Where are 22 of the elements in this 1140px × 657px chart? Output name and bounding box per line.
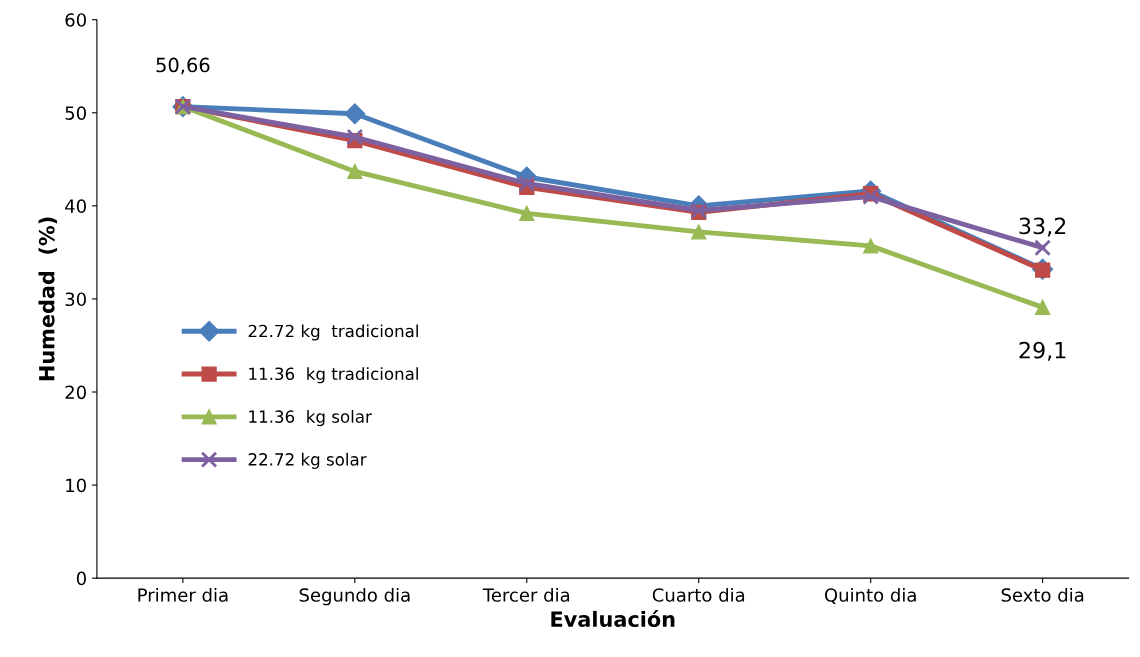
x-axis-title: Evaluación bbox=[551, 610, 675, 628]
annotation: 33,2 bbox=[1019, 217, 1066, 237]
y-tick-label: 10 bbox=[66, 478, 86, 493]
x-tick-label: Quinto dia bbox=[824, 587, 916, 604]
x-tick-label: Segundo dia bbox=[299, 587, 410, 606]
y-tick-label: 30 bbox=[65, 292, 86, 307]
y-tick-label: 60 bbox=[65, 13, 86, 27]
x-tick-label: Cuarto dia bbox=[652, 587, 745, 602]
y-tick-label: 20 bbox=[65, 385, 86, 400]
x-tick-label: Sexto dia bbox=[1001, 587, 1084, 602]
y-tick-label: 40 bbox=[65, 199, 86, 213]
y-axis-title: Humedad (%) bbox=[38, 217, 58, 381]
legend-label: 11.36 kg tradicional bbox=[249, 367, 418, 384]
legend-label: 22.72 kg tradicional bbox=[248, 324, 418, 341]
y-tick-label: 50 bbox=[65, 106, 86, 120]
annotation: 50,66 bbox=[156, 57, 210, 75]
annotation: 29,1 bbox=[1019, 341, 1066, 361]
legend-label: 11.36 kg solar bbox=[249, 410, 372, 427]
y-tick-label: 0 bbox=[76, 571, 86, 586]
x-tick-label: Tercer dia bbox=[482, 587, 570, 602]
legend-label: 22.72 kg solar bbox=[248, 452, 367, 469]
x-tick-label: Primer dia bbox=[138, 587, 228, 602]
